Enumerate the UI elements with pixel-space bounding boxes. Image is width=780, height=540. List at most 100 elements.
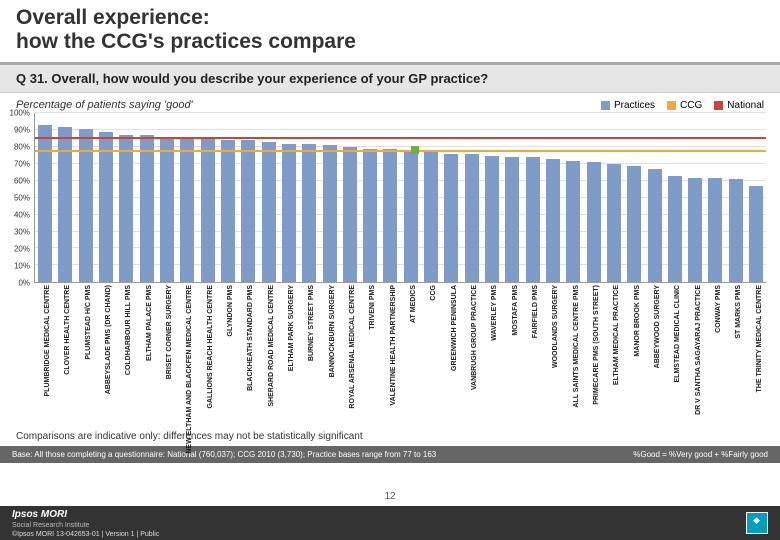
x-tick-label: COLDHARBOUR HILL PMS — [125, 285, 132, 375]
page-number: 12 — [384, 491, 395, 502]
y-tick-label: 20% — [14, 245, 30, 254]
y-tick-label: 0% — [18, 279, 30, 288]
bar — [221, 140, 235, 282]
footer-sub: Social Research Institute — [12, 522, 159, 529]
x-axis-labels: PLUMBRIDGE MEDICAL CENTRECLOVER HEALTH C… — [34, 283, 766, 429]
x-tick-label: ST MARKS PMS — [735, 285, 742, 339]
y-tick-label: 90% — [14, 126, 30, 135]
question-text: Q 31. Overall, how would you describe yo… — [16, 71, 764, 86]
y-tick-label: 40% — [14, 211, 30, 220]
legend-ccg-label: CCG — [680, 100, 702, 111]
x-tick-label: WOODLANDS SURGERY — [552, 285, 559, 368]
x-tick-label: TRIVENI PMS — [369, 285, 376, 330]
y-tick-label: 100% — [10, 109, 30, 118]
x-tick-label: BLACKHEATH STANDARD PMS — [247, 285, 254, 391]
bar — [38, 125, 52, 282]
title-line1: Overall experience: — [16, 6, 764, 30]
bar — [323, 145, 337, 282]
legend-ccg-swatch — [667, 101, 676, 110]
x-tick-label: BURNEY STREET PMS — [308, 285, 315, 361]
footer-copy: ©Ipsos MORI 13-042653-01 | Version 1 | P… — [12, 531, 159, 538]
question-band: Q 31. Overall, how would you describe yo… — [0, 62, 780, 93]
x-tick-label: NEW ELTHAM AND BLACKFEN MEDICAL CENTRE — [186, 285, 193, 454]
x-tick-label: ELTHAM MEDICAL PRACTICE — [613, 285, 620, 385]
x-tick-label: GLYNDON PMS — [227, 285, 234, 336]
footer: Ipsos MORI Social Research Institute ©Ip… — [0, 506, 780, 540]
x-tick-label: PLUMSTEAD H/C PMS — [85, 285, 92, 360]
bar — [160, 137, 174, 282]
x-tick-label: VALENTINE HEALTH PARTNERSHIP — [390, 285, 397, 406]
x-tick-label: ABBEYWOOD SURGERY — [654, 285, 661, 368]
bar — [526, 157, 540, 282]
good-note: %Good = %Very good + %Fairly good — [633, 450, 768, 459]
x-tick-label: PLUMBRIDGE MEDICAL CENTRE — [44, 285, 51, 396]
bar — [708, 178, 722, 283]
bar — [404, 150, 418, 282]
chart-area: 0%10%20%30%40%50%60%70%80%90%100% PLUMBR… — [0, 113, 780, 429]
x-tick-label: VANBRUGH GROUP PRACTICE — [471, 285, 478, 390]
base-row: Base: All those completing a questionnai… — [0, 446, 780, 463]
bar — [546, 159, 560, 282]
bar — [383, 149, 397, 283]
ccg-handle-icon — [411, 146, 419, 154]
bar — [119, 135, 133, 282]
footer-brand: Ipsos MORI — [12, 509, 159, 520]
bar — [607, 164, 621, 282]
x-tick-label: AT MEDICS — [410, 285, 417, 323]
x-tick-label: CCG — [430, 285, 437, 301]
x-tick-label: GREENWICH PENINSULA — [451, 285, 458, 371]
y-tick-label: 10% — [14, 262, 30, 271]
bar — [465, 154, 479, 282]
bar — [302, 144, 316, 283]
y-tick-label: 60% — [14, 177, 30, 186]
bar — [566, 161, 580, 283]
title-line2: how the CCG's practices compare — [16, 30, 764, 54]
subtitle: Percentage of patients saying 'good' — [16, 99, 601, 111]
bar — [485, 156, 499, 283]
x-tick-label: ABBEYSLADE PMS (DR CHAND) — [105, 285, 112, 394]
bar — [627, 166, 641, 283]
bar — [444, 154, 458, 282]
legend: Practices CCG National — [601, 100, 764, 111]
legend-practices-label: Practices — [614, 100, 655, 111]
comparison-note: Comparisons are indicative only: differe… — [0, 429, 780, 446]
bar — [180, 137, 194, 282]
bar — [363, 149, 377, 283]
x-tick-label: ELMSTEAD MEDICAL CLINIC — [674, 285, 681, 382]
bar — [587, 162, 601, 282]
x-tick-label: CONWAY PMS — [715, 285, 722, 333]
y-tick-label: 30% — [14, 228, 30, 237]
base-text: Base: All those completing a questionnai… — [12, 450, 436, 459]
bar — [99, 132, 113, 282]
x-tick-label: BRISET CORNER SURGERY — [166, 285, 173, 379]
bar — [749, 186, 763, 282]
legend-national-swatch — [714, 101, 723, 110]
bar — [424, 152, 438, 282]
subtitle-row: Percentage of patients saying 'good' Pra… — [0, 93, 780, 113]
bar — [282, 144, 296, 283]
x-tick-label: ROYAL ARSENAL MEDICAL CENTRE — [349, 285, 356, 409]
ipsos-badge-icon — [746, 512, 768, 534]
y-tick-label: 80% — [14, 143, 30, 152]
bar — [668, 176, 682, 282]
bar — [729, 179, 743, 282]
x-tick-label: PRIMECARE PMS (SOUTH STREET) — [593, 285, 600, 405]
y-axis-labels: 0%10%20%30%40%50%60%70%80%90%100% — [4, 113, 32, 283]
legend-national-label: National — [727, 100, 764, 111]
title-band: Overall experience: how the CCG's practi… — [0, 0, 780, 62]
bar — [505, 157, 519, 282]
x-tick-label: MANOR BROOK PMS — [634, 285, 641, 357]
x-tick-label: WAVERLEY PMS — [491, 285, 498, 341]
x-tick-label: MOSTAFA PMS — [512, 285, 519, 336]
x-tick-label: GALLIONS REACH HEALTH CENTRE — [207, 285, 214, 409]
x-tick-label: ELTHAM PARK SURGERY — [288, 285, 295, 371]
y-tick-label: 70% — [14, 160, 30, 169]
bar — [201, 139, 215, 283]
legend-practices-swatch — [601, 101, 610, 110]
x-tick-label: SHERARD ROAD MEDICAL CENTRE — [268, 285, 275, 407]
x-tick-label: ELTHAM PALACE PMS — [146, 285, 153, 361]
bar — [343, 147, 357, 282]
bar — [140, 135, 154, 282]
y-tick-label: 50% — [14, 194, 30, 203]
bar — [688, 178, 702, 283]
